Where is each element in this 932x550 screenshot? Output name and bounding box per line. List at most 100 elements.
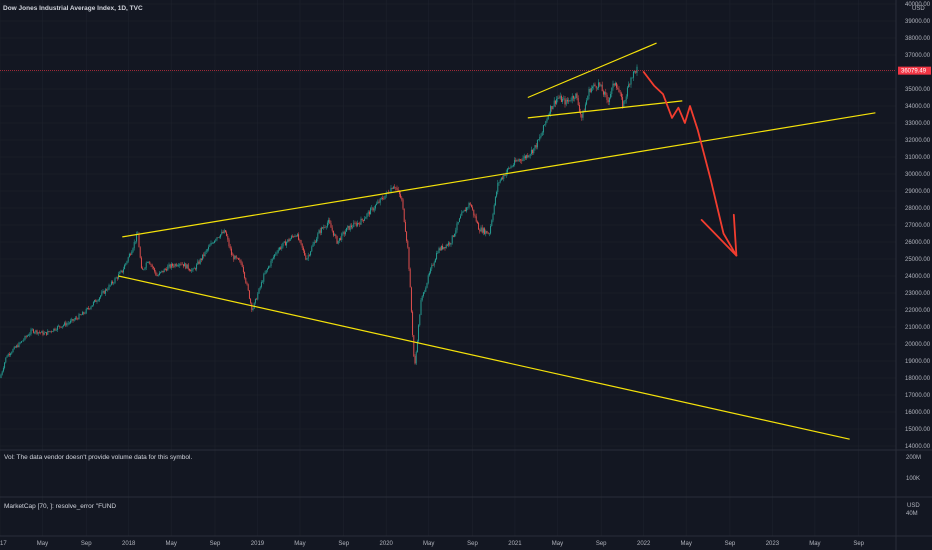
projection-arrowhead bbox=[700, 213, 738, 257]
candle-body bbox=[606, 94, 608, 101]
candle-body bbox=[140, 257, 142, 269]
candle-body bbox=[262, 281, 264, 283]
price-axis[interactable]: 14000.00 15000.00 16000.00 17000.00 18000.00… bbox=[905, 2, 931, 450]
candle-body bbox=[370, 208, 372, 215]
candle-body bbox=[138, 233, 140, 248]
candle-body bbox=[364, 218, 366, 221]
candle-body bbox=[190, 270, 192, 272]
candle-body bbox=[456, 223, 458, 231]
candle-body bbox=[328, 219, 330, 223]
candle-body bbox=[230, 248, 232, 255]
candle-body bbox=[584, 104, 586, 112]
candle-body bbox=[78, 314, 80, 320]
candle-body bbox=[458, 218, 460, 223]
candle-body bbox=[293, 236, 295, 237]
candle-body bbox=[394, 186, 396, 188]
time-axis[interactable]: 2017 May Sep 2018 May Sep 2019 May Sep 2020 May Sep… bbox=[0, 541, 865, 547]
candle-body bbox=[408, 247, 410, 270]
candle-body bbox=[566, 99, 568, 102]
candle-body bbox=[274, 254, 276, 258]
candle-body bbox=[428, 272, 430, 276]
candle-body bbox=[17, 345, 19, 348]
candle-body bbox=[342, 232, 344, 234]
candle-body bbox=[372, 207, 374, 211]
candle-body bbox=[445, 244, 447, 249]
candle-body bbox=[454, 233, 456, 237]
candle-body bbox=[498, 182, 500, 183]
candle-body bbox=[443, 247, 445, 250]
candle-body bbox=[127, 257, 129, 262]
candle-body bbox=[29, 333, 31, 336]
candle-body bbox=[200, 258, 202, 260]
candle-body bbox=[553, 100, 555, 107]
candle-body bbox=[340, 238, 342, 241]
candle-body bbox=[90, 306, 92, 309]
candle-body bbox=[504, 174, 506, 176]
candle-body bbox=[36, 330, 38, 334]
candle-body bbox=[617, 87, 619, 90]
time-tick-label: May bbox=[37, 541, 48, 547]
candle-body bbox=[556, 98, 558, 104]
candle-body bbox=[233, 255, 235, 260]
candle-body bbox=[74, 317, 76, 320]
candle-body bbox=[415, 351, 417, 364]
candle-body bbox=[439, 248, 441, 251]
trendline-lower-channel bbox=[118, 275, 850, 440]
candle-body bbox=[281, 246, 283, 249]
candle-body bbox=[269, 266, 271, 267]
price-tick-label: 32000.00 bbox=[905, 138, 931, 144]
candle-body bbox=[402, 199, 404, 209]
candle-body bbox=[174, 264, 176, 267]
candle-body bbox=[396, 187, 398, 190]
candle-body bbox=[130, 253, 132, 255]
candle-body bbox=[320, 227, 322, 233]
candle-body bbox=[128, 253, 130, 258]
candle-body bbox=[599, 82, 601, 86]
candle-body bbox=[5, 357, 7, 363]
candle-body bbox=[486, 230, 488, 234]
candle-body bbox=[335, 234, 337, 237]
candle-body bbox=[623, 101, 625, 108]
candle-body bbox=[1, 371, 3, 375]
candle-body bbox=[162, 270, 164, 273]
candle-body bbox=[434, 259, 436, 263]
volume-tick-1: 200M bbox=[906, 455, 921, 461]
candle-body bbox=[210, 243, 212, 246]
candle-body bbox=[98, 297, 100, 301]
candle-body bbox=[367, 211, 369, 214]
candle-body bbox=[288, 239, 290, 241]
candle-body bbox=[593, 84, 595, 87]
candle-body bbox=[325, 226, 327, 228]
candle-body bbox=[287, 239, 289, 243]
candle-body bbox=[521, 160, 523, 161]
time-tick-label: Sep bbox=[596, 541, 607, 547]
candle-body bbox=[348, 225, 350, 230]
candle-body bbox=[484, 228, 486, 234]
candle-body bbox=[292, 236, 294, 237]
time-tick-label: Sep bbox=[338, 541, 349, 547]
candle-body bbox=[425, 287, 427, 292]
grid bbox=[0, 0, 896, 536]
candle-body bbox=[28, 335, 30, 336]
candle-body bbox=[595, 86, 597, 89]
currency-label: USD bbox=[912, 6, 925, 12]
price-tick-label: 16000.00 bbox=[905, 410, 931, 416]
candle-body bbox=[212, 242, 214, 244]
candle-body bbox=[330, 223, 332, 228]
candle-body bbox=[574, 98, 576, 99]
candle-body bbox=[62, 325, 64, 327]
candle-body bbox=[554, 100, 556, 104]
time-tick-label: 2023 bbox=[766, 541, 780, 547]
candle-body bbox=[414, 356, 416, 364]
candle-body bbox=[112, 281, 114, 284]
candle-body bbox=[301, 243, 303, 248]
candle-body bbox=[361, 218, 363, 220]
candle-body bbox=[570, 100, 572, 102]
candle-body bbox=[398, 190, 400, 195]
candle-body bbox=[103, 290, 105, 294]
candle-body bbox=[532, 149, 534, 154]
candle-body bbox=[535, 145, 537, 148]
projection-arrow bbox=[642, 71, 738, 257]
candle-body bbox=[350, 225, 352, 228]
candle-body bbox=[382, 197, 384, 199]
